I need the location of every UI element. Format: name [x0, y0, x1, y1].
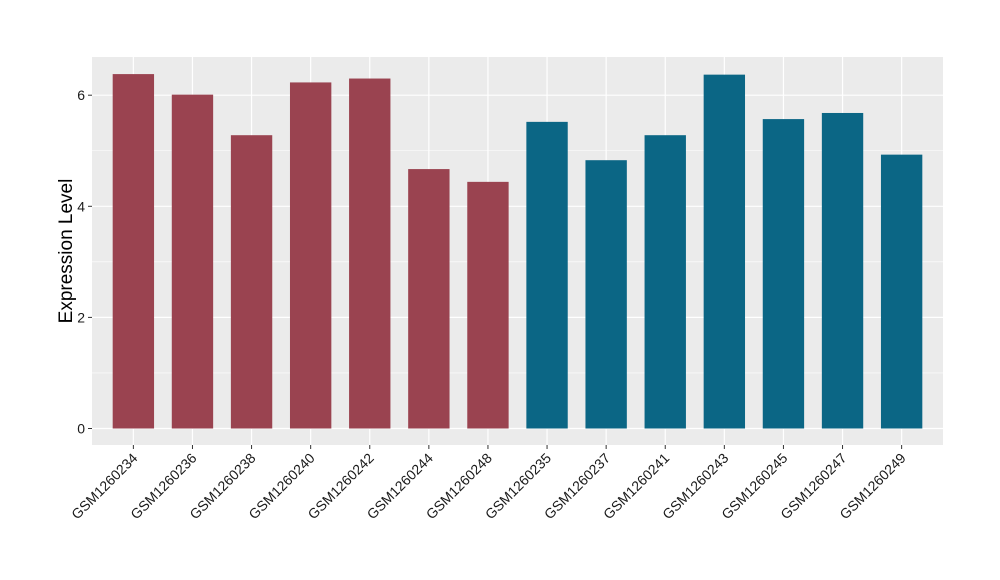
x-axis: GSM1260234GSM1260236GSM1260238GSM1260240…: [68, 445, 909, 522]
bar-GSM1260236: [171, 94, 214, 429]
bar-GSM1260244: [408, 169, 450, 429]
bar-GSM1260237: [585, 160, 627, 429]
bar-GSM1260249: [880, 154, 923, 429]
y-tick-label: 4: [77, 198, 85, 214]
bar-GSM1260248: [467, 181, 509, 429]
plot-panel: [92, 57, 943, 445]
bar-GSM1260240: [289, 82, 332, 429]
bar-GSM1260243: [703, 74, 746, 429]
bar-GSM1260234: [112, 74, 155, 429]
y-axis-title: Expression Level: [56, 179, 77, 324]
y-axis: 0 2 4 6: [77, 87, 92, 437]
y-tick-label: 0: [77, 421, 85, 437]
y-tick-label: 2: [77, 309, 85, 325]
bar-GSM1260241: [644, 135, 686, 429]
y-tick-label: 6: [77, 87, 85, 103]
bar-GSM1260247: [821, 112, 864, 429]
bar-GSM1260235: [526, 121, 568, 429]
bar-GSM1260245: [762, 119, 805, 429]
bar-GSM1260242: [349, 78, 391, 429]
bar-GSM1260238: [230, 135, 273, 429]
bars: [112, 74, 923, 429]
